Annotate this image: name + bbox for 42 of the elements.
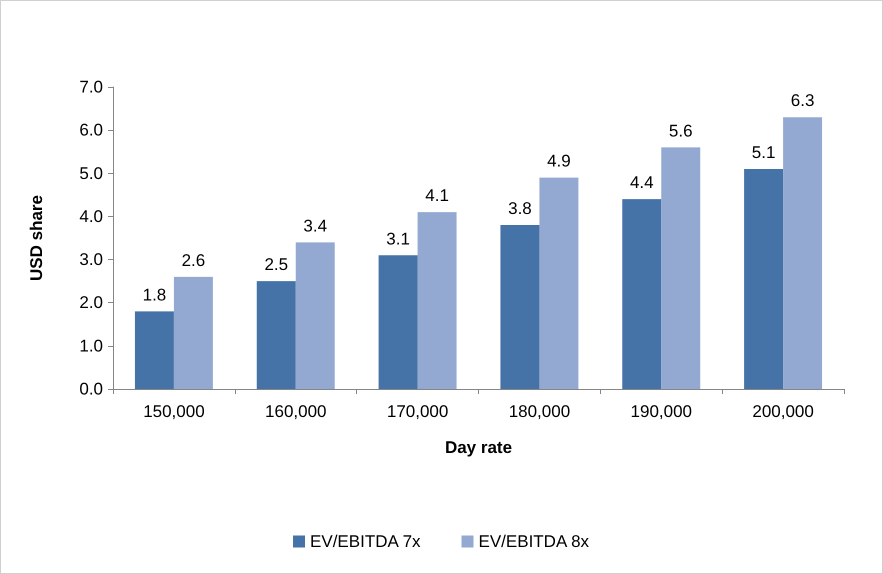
data-label: 4.1 — [425, 186, 449, 206]
legend-label: EV/EBITDA 7x — [310, 532, 422, 551]
data-label: 2.6 — [182, 250, 206, 270]
data-label: 4.9 — [547, 152, 571, 171]
y-tick-label: 1.0 — [79, 336, 103, 356]
bar — [256, 281, 296, 389]
bar — [661, 147, 700, 389]
y-axis-title: USD share — [27, 195, 46, 281]
bar — [500, 225, 540, 389]
x-tick-label: 150,000 — [143, 402, 205, 421]
bar — [539, 178, 578, 389]
bar — [174, 276, 213, 389]
x-tick-label: 160,000 — [265, 402, 326, 421]
x-tick-label: 190,000 — [630, 402, 692, 421]
y-tick-label: 3.0 — [79, 250, 103, 270]
x-tick-label: 170,000 — [386, 402, 448, 421]
data-label: 5.6 — [668, 121, 693, 140]
x-axis-title: Day rate — [444, 438, 512, 457]
data-label: 3.4 — [303, 216, 328, 236]
y-tick-label: 0.0 — [79, 380, 103, 398]
bar — [378, 255, 418, 389]
y-tick-label: 2.0 — [79, 293, 103, 312]
bar — [622, 199, 662, 389]
data-label: 5.1 — [752, 142, 776, 162]
x-tick-label: 200,000 — [752, 402, 814, 421]
y-tick-label: 6.0 — [79, 120, 103, 140]
data-label: 4.4 — [630, 173, 654, 192]
bar — [783, 117, 822, 389]
y-tick-label: 7.0 — [79, 78, 103, 96]
bar — [134, 311, 174, 389]
bar — [296, 242, 335, 389]
legend-label: EV/EBITDA 8x — [478, 532, 590, 551]
bar — [418, 212, 457, 389]
data-label: 3.8 — [508, 199, 532, 218]
y-tick-label: 4.0 — [79, 206, 103, 226]
data-label: 2.5 — [264, 255, 288, 274]
data-label: 6.3 — [790, 91, 814, 110]
y-tick-label: 5.0 — [79, 164, 103, 183]
x-tick-label: 180,000 — [508, 402, 570, 421]
data-label: 3.1 — [386, 229, 410, 248]
data-label: 1.8 — [142, 285, 166, 304]
bar — [744, 168, 784, 389]
